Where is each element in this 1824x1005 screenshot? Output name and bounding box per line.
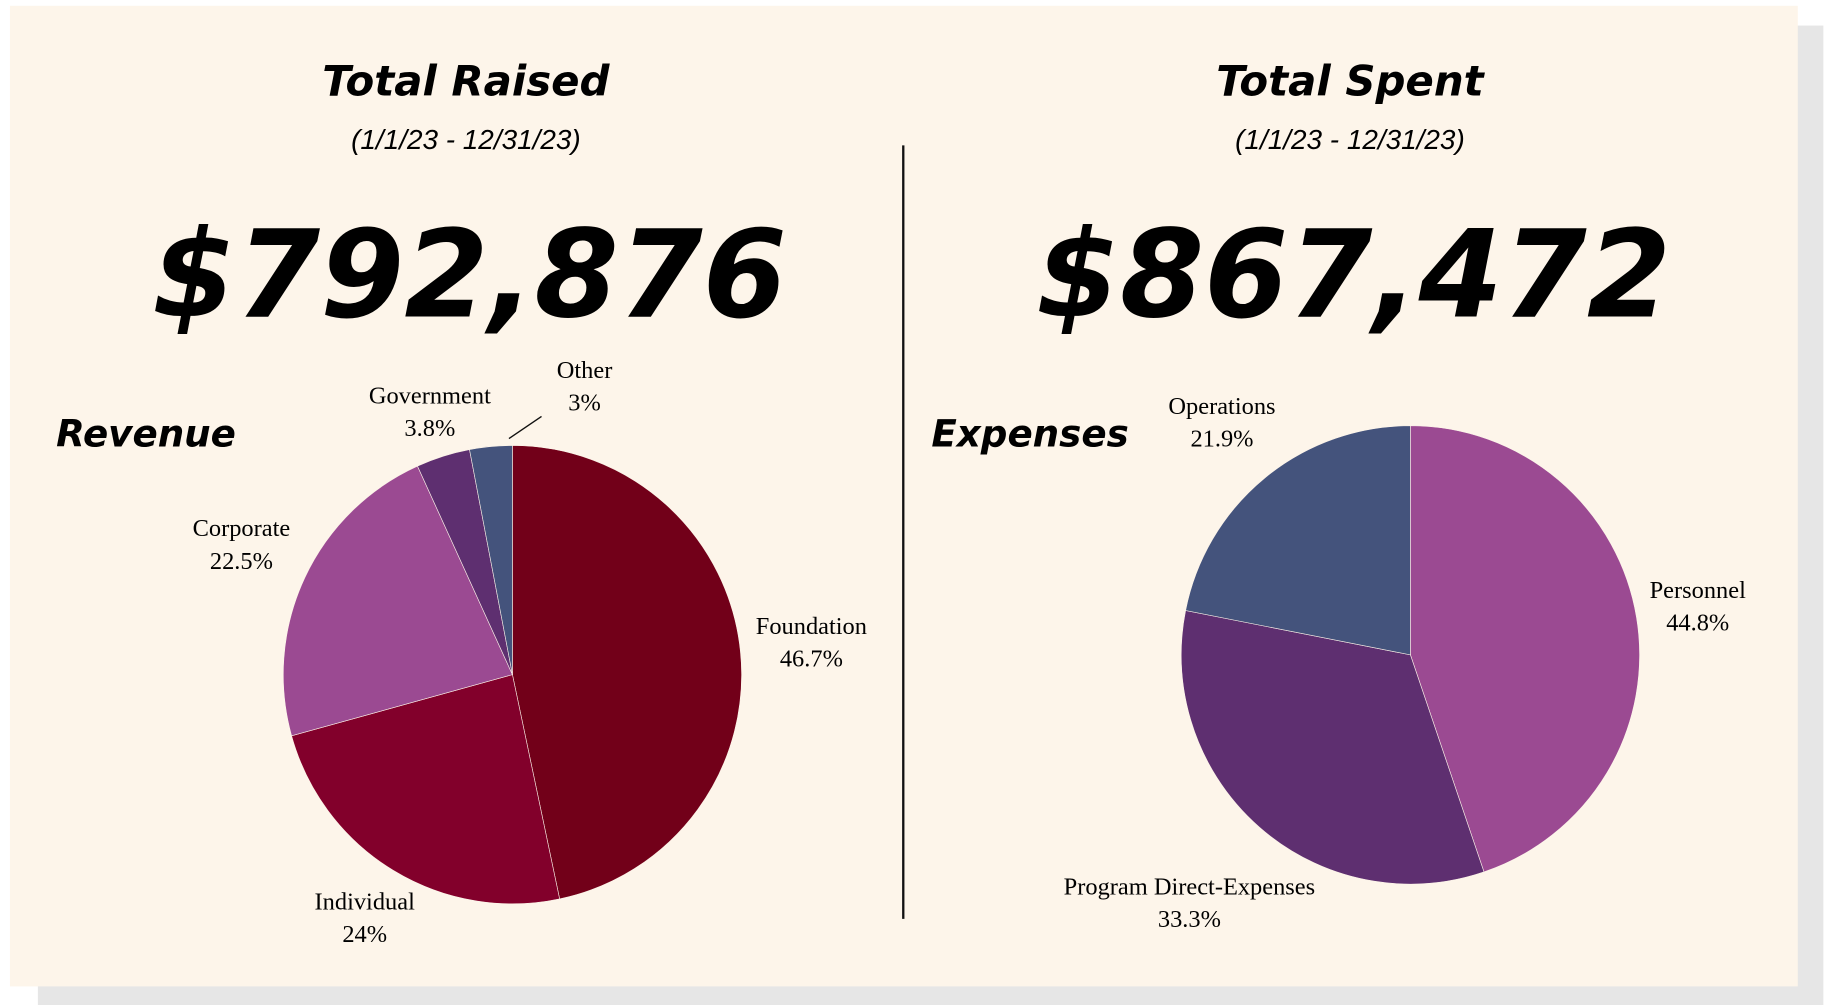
pie-slice bbox=[512, 445, 742, 900]
slice-percent: 3.8% bbox=[404, 415, 455, 442]
panel-total: $792,876 bbox=[152, 204, 787, 345]
slice-name: Individual bbox=[315, 889, 416, 916]
slice-name: Other bbox=[557, 357, 613, 384]
chart-label: Revenue bbox=[56, 412, 236, 456]
slice-name: Program Direct-Expenses bbox=[1064, 873, 1315, 900]
slice-name: Foundation bbox=[756, 613, 867, 640]
slice-percent: 22.5% bbox=[210, 548, 273, 575]
slice-percent: 24% bbox=[342, 921, 387, 948]
pie-slice bbox=[1181, 610, 1485, 885]
panel-total: $867,472 bbox=[1036, 204, 1671, 345]
panel-subtitle: (1/1/23 - 12/31/23) bbox=[1235, 124, 1465, 155]
panel-subtitle: (1/1/23 - 12/31/23) bbox=[351, 124, 581, 155]
slice-name: Government bbox=[369, 383, 491, 410]
slice-name: Corporate bbox=[193, 515, 291, 542]
pie-slice bbox=[291, 674, 560, 905]
slice-percent: 3% bbox=[568, 390, 601, 417]
slice-percent: 44.8% bbox=[1666, 609, 1729, 636]
slice-percent: 33.3% bbox=[1158, 906, 1221, 933]
slice-percent: 21.9% bbox=[1190, 426, 1253, 453]
chart-label: Expenses bbox=[931, 412, 1128, 456]
slice-percent: 46.7% bbox=[780, 646, 843, 673]
pie-slice bbox=[1185, 425, 1411, 656]
slice-name: Personnel bbox=[1650, 577, 1746, 604]
panel-title: Total Spent bbox=[1216, 56, 1485, 105]
leader-line bbox=[508, 415, 542, 440]
pie-slice bbox=[1410, 425, 1640, 873]
pie-slice bbox=[469, 445, 513, 675]
pie-slice bbox=[283, 465, 513, 737]
panel-title: Total Raised bbox=[322, 56, 610, 105]
slice-name: Operations bbox=[1168, 393, 1275, 420]
